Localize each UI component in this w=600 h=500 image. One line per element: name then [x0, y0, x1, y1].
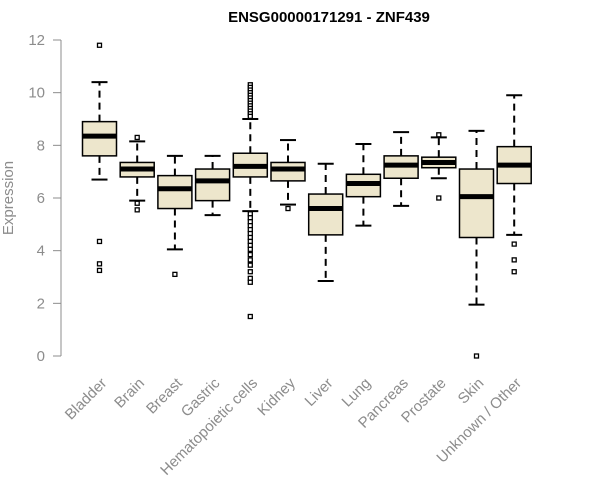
- outlier-point: [96, 267, 103, 274]
- outlier-point: [134, 207, 140, 213]
- outlier-point: [436, 132, 442, 138]
- box-iqr: [307, 193, 344, 236]
- y-axis-label: Expression: [0, 161, 17, 235]
- chart-title: ENSG00000171291 - ZNF439: [228, 9, 430, 26]
- outlier-point: [247, 279, 253, 285]
- outlier-point: [436, 195, 442, 201]
- y-tick-label: 0: [37, 348, 45, 365]
- outlier-point: [511, 241, 517, 247]
- box-6: [307, 162, 344, 282]
- y-tick-label: 12: [28, 32, 45, 49]
- box-9: [421, 132, 457, 201]
- x-tick-label: Kidney: [254, 374, 299, 419]
- box-iqr: [194, 168, 231, 202]
- outlier-point: [247, 251, 253, 258]
- box-5: [270, 139, 306, 212]
- box-0: [81, 42, 118, 274]
- outlier-point: [473, 353, 480, 359]
- x-tick-label: Skin: [455, 375, 488, 408]
- y-tick-label: 8: [37, 137, 45, 154]
- y-tick-label: 10: [28, 85, 45, 102]
- outlier-point: [247, 313, 253, 320]
- y-tick-label: 6: [37, 190, 45, 207]
- box-10: [458, 129, 495, 359]
- y-axis: 0 2 4 6 8 10 12: [28, 32, 62, 365]
- outlier-point: [511, 269, 517, 275]
- outlier-point: [247, 257, 253, 263]
- box-series: [81, 42, 532, 359]
- outlier-point: [134, 134, 140, 141]
- box-iqr: [270, 161, 306, 182]
- box-2: [157, 154, 193, 278]
- outlier-point: [247, 113, 253, 120]
- box-iqr: [458, 168, 495, 239]
- outlier-point: [96, 261, 103, 267]
- box-11: [496, 94, 532, 275]
- outlier-point: [247, 269, 253, 275]
- y-tick-label: 4: [37, 243, 45, 260]
- outlier-point: [96, 42, 103, 48]
- x-tick-label: Bladder: [62, 375, 111, 424]
- box-7: [345, 143, 382, 227]
- outlier-point: [511, 257, 517, 263]
- outlier-point: [247, 246, 253, 253]
- outlier-point: [134, 200, 140, 206]
- outlier-point: [285, 205, 291, 212]
- outlier-point: [247, 262, 253, 268]
- box-8: [383, 131, 419, 207]
- outlier-point: [96, 238, 103, 245]
- box-1: [119, 134, 155, 213]
- outlier-point: [172, 271, 178, 278]
- box-4: [232, 82, 269, 320]
- box-iqr: [157, 174, 193, 210]
- y-tick-label: 2: [37, 295, 45, 312]
- box-3: [194, 154, 231, 217]
- box-iqr: [81, 120, 118, 157]
- x-tick-label: Liver: [302, 375, 337, 410]
